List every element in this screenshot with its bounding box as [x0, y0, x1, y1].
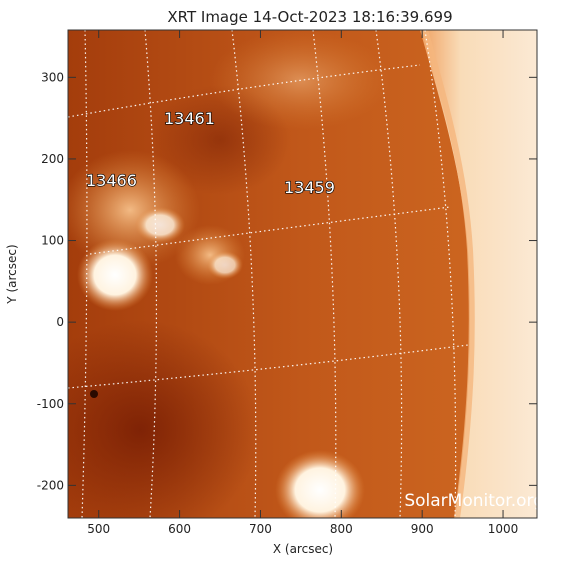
y-axis-label: Y (arcsec) [5, 244, 19, 304]
solar-image [68, 30, 564, 518]
bright-flare-region [77, 239, 153, 311]
x-axis-ticks: 500 600 700 800 900 1000 [87, 30, 518, 536]
dark-region-southeast [68, 320, 260, 518]
x-tick-label: 600 [168, 522, 191, 536]
watermark: SolarMonitor.org [404, 491, 544, 511]
active-region-label-13459: 13459 [284, 178, 335, 197]
y-axis-ticks: 300 200 100 0 -100 -200 [37, 70, 537, 492]
x-tick-label: 500 [87, 522, 110, 536]
solar-limb-corona [420, 30, 537, 518]
active-region-label-13466: 13466 [86, 171, 137, 190]
bright-region-south [275, 450, 365, 518]
x-tick-label: 800 [330, 522, 353, 536]
y-tick-label: 100 [41, 234, 64, 248]
x-tick-label: 900 [411, 522, 434, 536]
latitude-line [68, 64, 421, 118]
longitude-line [375, 30, 403, 518]
x-axis-label: X (arcsec) [273, 542, 333, 556]
y-tick-label: 0 [56, 315, 64, 329]
x-tick-label: 700 [249, 522, 272, 536]
image-title: XRT Image 14-Oct-2023 18:16:39.699 [167, 8, 452, 26]
bright-kernel-east [207, 251, 243, 279]
y-tick-label: 200 [41, 152, 64, 166]
x-tick-label: 1000 [488, 522, 519, 536]
y-tick-label: -100 [37, 397, 64, 411]
off-detector-region [537, 30, 564, 518]
plot-frame [67, 29, 538, 519]
active-region-labels: 13461 13466 13459 [85, 108, 335, 197]
dark-spot [90, 390, 98, 398]
solar-limb-edge [422, 30, 475, 518]
latitude-line [68, 344, 469, 389]
longitude-line [424, 30, 457, 518]
y-tick-label: 300 [41, 70, 64, 84]
heliographic-grid [68, 30, 469, 518]
active-region-label-13461: 13461 [164, 109, 215, 128]
y-tick-label: -200 [37, 478, 64, 492]
bright-loop-region [135, 207, 185, 243]
